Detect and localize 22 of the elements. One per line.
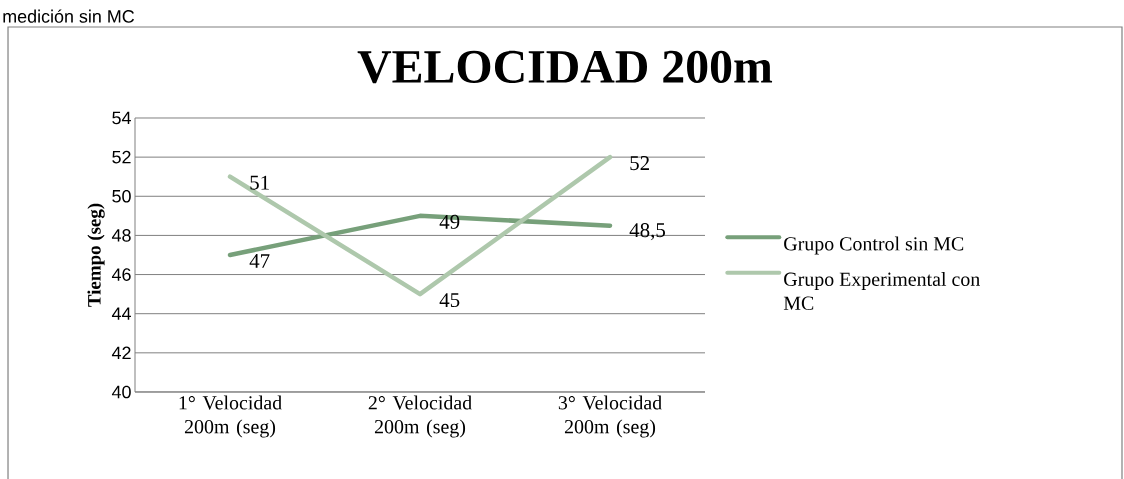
x-tick-label: 3° Velocidad 200m (seg) xyxy=(558,395,662,438)
legend-label: Grupo Experimental con MC xyxy=(783,271,980,310)
chart-title: VELOCIDAD 200m xyxy=(357,50,773,84)
legend-label: Grupo Control sin MC xyxy=(784,236,964,255)
data-label: 45 xyxy=(439,293,460,308)
data-label: 48,5 xyxy=(629,223,665,241)
data-label: 52 xyxy=(630,156,649,171)
x-tick-label: 2° Velocidad 200m (seg) xyxy=(368,395,472,438)
y-tick-label: 52 xyxy=(112,150,131,164)
y-axis-title: Tiempo (seg) xyxy=(87,203,105,307)
data-label: 47 xyxy=(249,254,270,268)
y-tick-label: 54 xyxy=(112,111,131,125)
x-tick-label: 1° Velocidad 200m (seg) xyxy=(179,395,282,438)
text: medición sin MC xyxy=(3,9,135,23)
y-tick-label: 50 xyxy=(112,189,131,203)
y-tick-label: 48 xyxy=(111,229,131,242)
data-label: 49 xyxy=(439,214,460,229)
y-tick-label: 40 xyxy=(111,385,131,399)
y-tick-label: 46 xyxy=(111,268,131,281)
data-label: 51 xyxy=(250,175,269,190)
y-tick-label: 42 xyxy=(111,346,131,360)
y-tick-label: 44 xyxy=(111,307,131,320)
